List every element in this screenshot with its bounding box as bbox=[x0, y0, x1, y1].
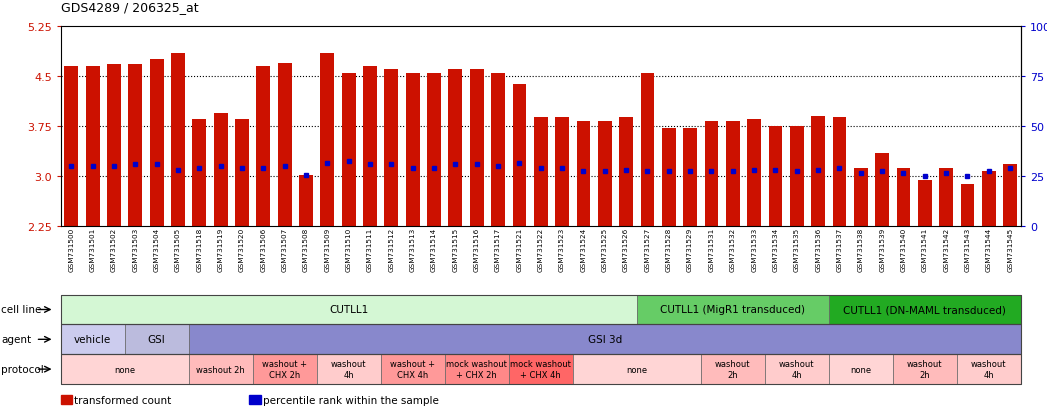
Bar bbox=[171, 54, 185, 227]
Bar bbox=[918, 180, 932, 227]
Text: washout
4h: washout 4h bbox=[331, 360, 366, 379]
Text: washout +
CHX 4h: washout + CHX 4h bbox=[391, 360, 436, 379]
Bar bbox=[384, 70, 398, 227]
Bar bbox=[129, 65, 142, 227]
Bar bbox=[214, 114, 227, 227]
Text: none: none bbox=[850, 365, 871, 374]
Text: washout
2h: washout 2h bbox=[907, 360, 942, 379]
Text: none: none bbox=[626, 365, 647, 374]
Text: washout
4h: washout 4h bbox=[971, 360, 1006, 379]
Bar bbox=[363, 67, 377, 227]
Bar bbox=[236, 120, 249, 227]
Bar bbox=[684, 129, 697, 227]
Bar bbox=[86, 67, 99, 227]
Bar bbox=[896, 169, 911, 227]
Bar bbox=[641, 74, 654, 227]
Text: washout +
CHX 2h: washout + CHX 2h bbox=[262, 360, 307, 379]
Text: protocol: protocol bbox=[1, 364, 44, 374]
Bar bbox=[577, 122, 591, 227]
Text: none: none bbox=[114, 365, 135, 374]
Text: washout
4h: washout 4h bbox=[779, 360, 815, 379]
Bar bbox=[705, 122, 718, 227]
Text: percentile rank within the sample: percentile rank within the sample bbox=[263, 395, 439, 405]
Bar bbox=[939, 169, 953, 227]
Text: cell line: cell line bbox=[1, 305, 42, 315]
Bar bbox=[854, 169, 868, 227]
Text: mock washout
+ CHX 4h: mock washout + CHX 4h bbox=[510, 360, 572, 379]
Bar bbox=[832, 118, 846, 227]
Bar bbox=[811, 117, 825, 227]
Bar bbox=[257, 67, 270, 227]
Bar bbox=[193, 120, 206, 227]
Bar bbox=[726, 122, 740, 227]
Bar bbox=[448, 70, 463, 227]
Bar bbox=[150, 60, 163, 227]
Bar bbox=[406, 74, 420, 227]
Bar bbox=[555, 118, 570, 227]
Text: CUTLL1: CUTLL1 bbox=[329, 305, 369, 315]
Bar bbox=[470, 70, 484, 227]
Bar bbox=[598, 122, 611, 227]
Bar bbox=[619, 118, 633, 227]
Bar bbox=[748, 120, 761, 227]
Text: GSI: GSI bbox=[148, 335, 165, 344]
Text: washout 2h: washout 2h bbox=[197, 365, 245, 374]
Text: transformed count: transformed count bbox=[74, 395, 172, 405]
Bar bbox=[662, 129, 675, 227]
Bar bbox=[320, 54, 334, 227]
Bar bbox=[427, 74, 441, 227]
Text: CUTLL1 (DN-MAML transduced): CUTLL1 (DN-MAML transduced) bbox=[844, 305, 1006, 315]
Bar bbox=[789, 127, 804, 227]
Text: vehicle: vehicle bbox=[74, 335, 111, 344]
Bar bbox=[277, 64, 292, 227]
Bar bbox=[875, 154, 889, 227]
Bar bbox=[512, 85, 527, 227]
Text: GSI 3d: GSI 3d bbox=[587, 335, 622, 344]
Bar bbox=[107, 65, 121, 227]
Bar bbox=[341, 74, 356, 227]
Bar bbox=[299, 176, 313, 227]
Text: agent: agent bbox=[1, 335, 31, 344]
Bar bbox=[491, 74, 505, 227]
Text: mock washout
+ CHX 2h: mock washout + CHX 2h bbox=[446, 360, 507, 379]
Bar bbox=[960, 185, 975, 227]
Bar bbox=[534, 118, 548, 227]
Bar bbox=[1003, 165, 1017, 227]
Text: washout
2h: washout 2h bbox=[715, 360, 751, 379]
Text: GDS4289 / 206325_at: GDS4289 / 206325_at bbox=[61, 2, 198, 14]
Bar bbox=[768, 127, 782, 227]
Bar bbox=[982, 171, 996, 227]
Text: CUTLL1 (MigR1 transduced): CUTLL1 (MigR1 transduced) bbox=[661, 305, 805, 315]
Bar bbox=[65, 67, 79, 227]
